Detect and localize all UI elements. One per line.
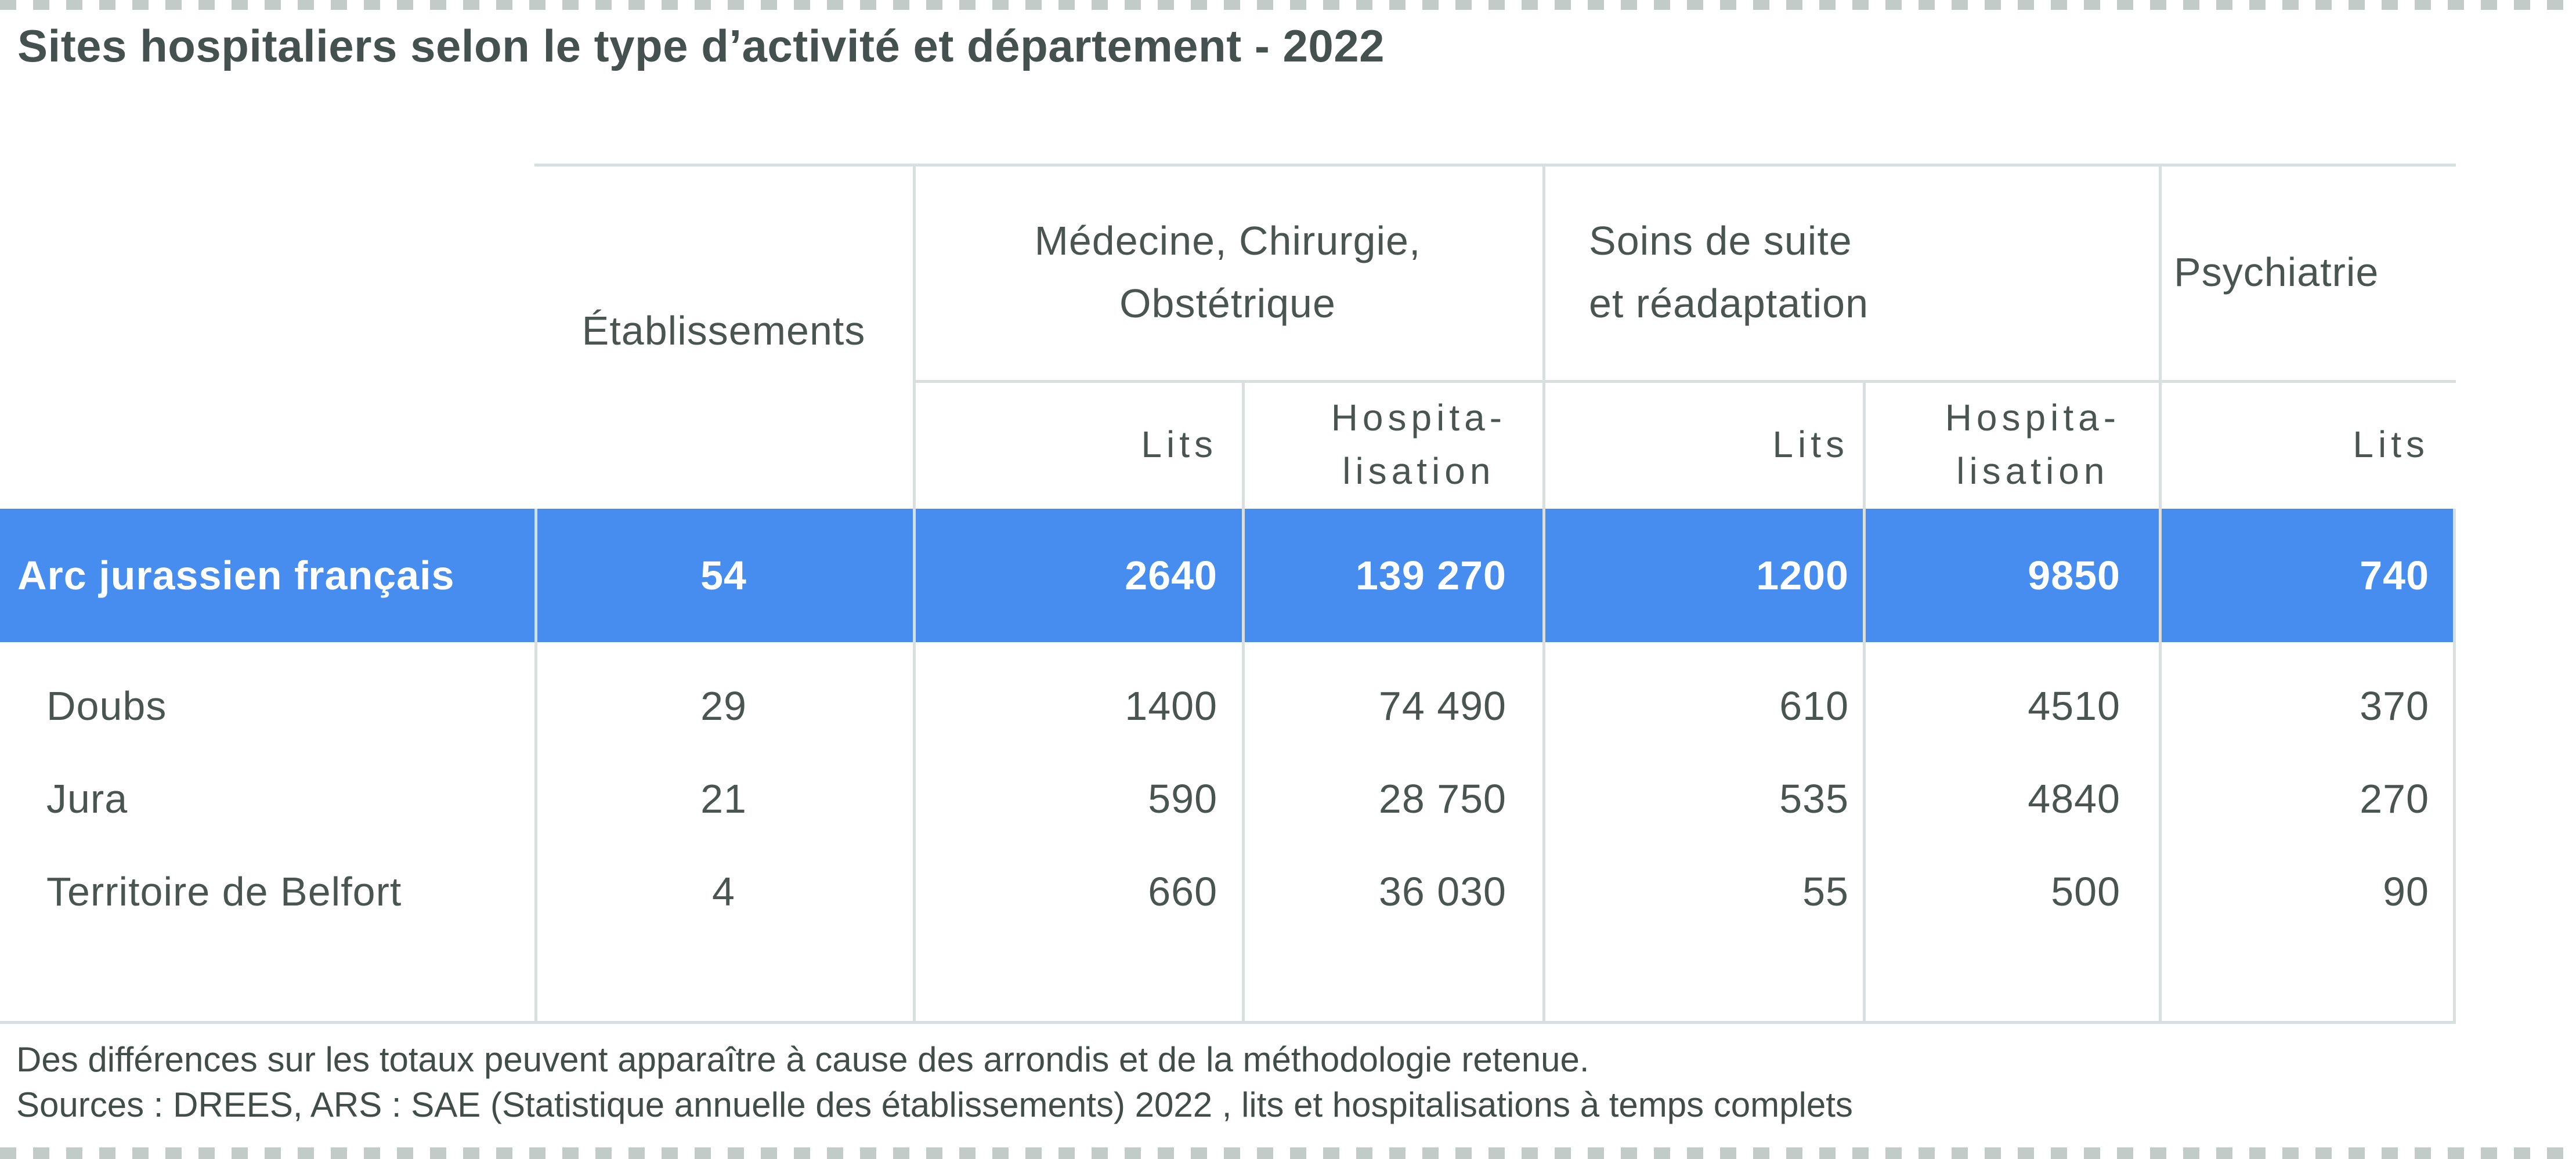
col-header-ssr-line1: Soins de suite xyxy=(1589,218,1852,263)
cell-etablissements: 21 xyxy=(700,776,747,821)
cell-psy-lits: 370 xyxy=(2360,683,2429,729)
cell-ssr-hospitalisation: 500 xyxy=(2051,869,2120,914)
col-header-ssr-line2: et réadaptation xyxy=(1589,280,1869,326)
cell-psy-lits: 270 xyxy=(2360,776,2429,821)
cell-mco-hospitalisation: 28 750 xyxy=(1378,776,1506,821)
row-label: Doubs xyxy=(46,683,167,729)
col-header-psychiatrie: Psychiatrie xyxy=(2174,249,2379,295)
cell-mco-hospitalisation: 36 030 xyxy=(1378,869,1506,914)
subheader-row: Lits Hospita- lisation Lits Hospita- lis… xyxy=(0,380,2456,509)
subheader-mco-hospitalisation-text: Hospita- lisation xyxy=(1331,391,1506,498)
cell-ssr-hospitalisation: 9850 xyxy=(2028,553,2120,598)
cell-ssr-hospitalisation: 4840 xyxy=(2028,776,2120,821)
table-bottom-border xyxy=(0,1021,2456,1024)
table-row-doubs: Doubs 29 1400 74 490 610 4510 370 xyxy=(0,660,2456,752)
table-row-territoire-de-belfort: Territoire de Belfort 4 660 36 030 55 50… xyxy=(0,845,2456,938)
cell-mco-hospitalisation: 139 270 xyxy=(1355,553,1506,598)
figure-title: Sites hospitaliers selon le type d’activ… xyxy=(17,20,1385,71)
bottom-dashed-border xyxy=(0,1147,2576,1159)
col-header-ssr: Soins de suite et réadaptation xyxy=(1542,164,2159,380)
cell-mco-hospitalisation: 74 490 xyxy=(1378,683,1506,729)
row-label: Territoire de Belfort xyxy=(46,869,402,914)
cell-psy-lits: 90 xyxy=(2383,869,2429,914)
table-top-border xyxy=(534,164,2456,166)
table-row-jura: Jura 21 590 28 750 535 4840 270 xyxy=(0,752,2456,845)
subheader-ssr-hospitalisation-text: Hospita- lisation xyxy=(1945,391,2120,498)
note-sources: Sources : DREES, ARS : SAE (Statistique … xyxy=(16,1085,1853,1124)
cell-psy-lits: 740 xyxy=(2360,553,2429,598)
subheader-ssr-hosp-line1: Hospita- xyxy=(1945,397,2120,439)
cell-mco-lits: 1400 xyxy=(1125,683,1217,729)
cell-mco-lits: 590 xyxy=(1148,776,1217,821)
column-separator xyxy=(1242,380,1245,1024)
header-divider-line xyxy=(913,380,2456,383)
col-header-mco-line2: Obstétrique xyxy=(1119,280,1336,326)
col-header-mco-line1: Médecine, Chirurgie, xyxy=(1034,218,1421,263)
subheader-mco-lits: Lits xyxy=(1141,423,1217,465)
cell-ssr-lits: 535 xyxy=(1779,776,1849,821)
subheader-mco-hosp-line1: Hospita- xyxy=(1331,397,1506,439)
subheader-ssr-hosp-line2: lisation xyxy=(1956,450,2109,492)
row-label: Arc jurassien français xyxy=(17,553,455,598)
cell-ssr-lits: 55 xyxy=(1802,869,1849,914)
column-separator xyxy=(1863,380,1866,1024)
column-separator xyxy=(2453,509,2456,1024)
top-dashed-border xyxy=(0,0,2576,10)
row-label: Jura xyxy=(46,776,128,821)
subheader-ssr-lits: Lits xyxy=(1772,423,1849,465)
column-separator xyxy=(1542,164,1545,1024)
cell-mco-lits: 2640 xyxy=(1125,553,1217,598)
note-rounding: Des différences sur les totaux peuvent a… xyxy=(16,1040,1589,1079)
cell-ssr-lits: 1200 xyxy=(1756,553,1849,598)
cell-ssr-hospitalisation: 4510 xyxy=(2028,683,2120,729)
footnotes: Des différences sur les totaux peuvent a… xyxy=(16,1037,1853,1128)
subheader-mco-hospitalisation: Hospita- lisation xyxy=(1242,380,1542,509)
subheader-mco-hosp-line2: lisation xyxy=(1342,450,1495,492)
cell-etablissements: 29 xyxy=(700,683,747,729)
column-separator xyxy=(913,164,916,1024)
column-separator xyxy=(534,509,537,1024)
col-header-etablissements: Établissements xyxy=(581,307,866,353)
column-separator xyxy=(2159,164,2162,1024)
cell-mco-lits: 660 xyxy=(1148,869,1217,914)
cell-etablissements: 54 xyxy=(700,553,747,598)
subheader-ssr-hospitalisation: Hospita- lisation xyxy=(1863,380,2159,509)
col-header-mco: Médecine, Chirurgie, Obstétrique xyxy=(913,164,1542,380)
subheader-psy-lits: Lits xyxy=(2353,423,2429,465)
cell-etablissements: 4 xyxy=(712,869,735,914)
cell-ssr-lits: 610 xyxy=(1779,683,1849,729)
table-row-total-arc-jurassien: Arc jurassien français 54 2640 139 270 1… xyxy=(0,509,2456,642)
